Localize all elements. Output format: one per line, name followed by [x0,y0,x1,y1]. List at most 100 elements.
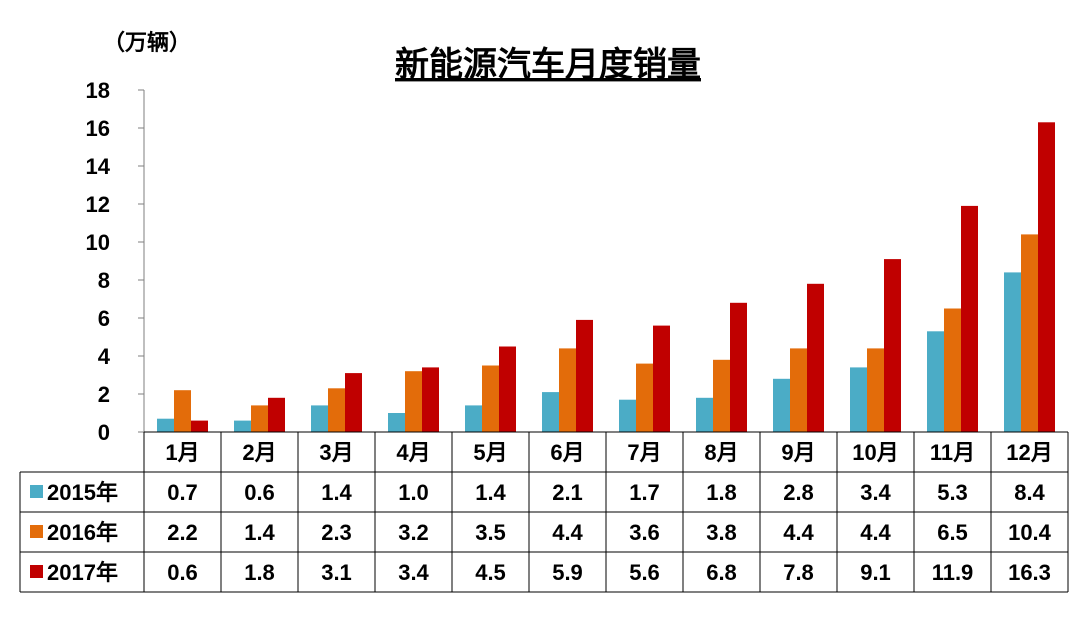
bar-2015年-1月 [157,418,174,432]
data-label: 0.6 [167,560,198,585]
category-label: 10月 [852,440,898,465]
bar-2015年-8月 [696,397,713,432]
data-label: 3.4 [398,560,429,585]
data-label: 1.0 [398,480,429,505]
data-label: 9.1 [860,560,891,585]
data-label: 4.4 [783,520,814,545]
legend-label: 2017年 [47,560,118,585]
y-tick-label: 12 [86,192,110,217]
bar-2016年-10月 [867,348,884,432]
data-label: 3.5 [475,520,506,545]
y-tick-label: 2 [98,382,110,407]
data-label: 4.4 [860,520,891,545]
data-label: 2.1 [552,480,583,505]
data-label: 3.1 [321,560,352,585]
chart-title: 新能源汽车月度销量 [395,46,701,84]
y-tick-label: 4 [98,344,111,369]
data-label: 1.8 [244,560,275,585]
bar-2016年-4月 [405,371,422,432]
data-label: 6.8 [706,560,737,585]
category-label: 3月 [319,440,353,465]
data-label: 5.3 [937,480,968,505]
bar-2016年-3月 [328,388,345,432]
data-label: 0.7 [167,480,198,505]
bar-2016年-5月 [482,365,499,432]
bar-2015年-11月 [927,331,944,432]
bar-2015年-2月 [234,420,251,432]
data-label: 3.6 [629,520,660,545]
bar-2017年-2月 [268,397,285,432]
bar-2016年-1月 [174,390,191,432]
bar-2015年-9月 [773,378,790,432]
category-label: 12月 [1006,440,1052,465]
data-label: 10.4 [1008,520,1052,545]
category-label: 1月 [165,440,199,465]
y-tick-label: 0 [98,420,110,445]
data-label: 3.2 [398,520,429,545]
legend-key-2016年 [30,525,43,538]
bar-2015年-5月 [465,405,482,432]
data-label: 1.4 [475,480,506,505]
legend-key-2017年 [30,565,43,578]
bar-2017年-7月 [653,325,670,432]
bar-2017年-9月 [807,283,824,432]
data-label: 7.8 [783,560,814,585]
data-label: 4.5 [475,560,506,585]
data-table: 1月 2月 3月 4月 5月 6月 7月 8月 9月 10月 11月 12月 2015年 0.7 0.6 1.… [19,431,1069,593]
category-label: 11月 [930,440,975,465]
bar-2017年-6月 [576,319,593,432]
category-label: 9月 [781,440,815,465]
category-label: 2月 [242,440,276,465]
bar-2017年-4月 [422,367,439,432]
data-label: 2.2 [167,520,198,545]
category-label: 4月 [396,440,430,465]
category-label: 7月 [627,440,661,465]
data-label: 8.4 [1014,480,1045,505]
category-label: 6月 [550,440,584,465]
y-tick-label: 8 [98,268,110,293]
data-label: 2.3 [321,520,352,545]
y-tick-label: 18 [86,78,110,103]
data-label: 1.8 [706,480,737,505]
bar-2015年-7月 [619,399,636,432]
bar-2015年-12月 [1004,272,1021,432]
legend-label: 2015年 [47,480,118,505]
category-label: 5月 [473,440,507,465]
data-label: 3.8 [706,520,737,545]
bar-2016年-9月 [790,348,807,432]
bar-2017年-5月 [499,346,516,432]
data-label: 4.4 [552,520,583,545]
bar-2016年-8月 [713,359,730,432]
bar-2017年-11月 [961,205,978,432]
data-label: 5.9 [552,560,583,585]
data-label: 1.4 [321,480,352,505]
bar-2016年-7月 [636,363,653,432]
bar-2016年-6月 [559,348,576,432]
y-unit-label: （万辆） [103,30,191,55]
y-tick-label: 10 [86,230,110,255]
bar-2015年-3月 [311,405,328,432]
axes-group: 0 2 4 6 8 10 12 14 16 18 [86,78,145,445]
data-label: 1.4 [244,520,275,545]
bar-2016年-12月 [1021,234,1038,432]
bar-2016年-2月 [251,405,268,432]
bar-2015年-10月 [850,367,867,432]
bar-2015年-6月 [542,392,559,432]
data-label: 6.5 [937,520,968,545]
bar-2017年-1月 [191,420,208,432]
data-label: 5.6 [629,560,660,585]
legend-key-2015年 [30,485,43,498]
bar-2017年-3月 [345,373,362,432]
legend-label: 2016年 [47,520,118,545]
data-label: 11.9 [932,560,974,585]
data-label: 3.4 [860,480,891,505]
data-label: 2.8 [783,480,814,505]
data-label: 0.6 [244,480,275,505]
bar-2017年-12月 [1038,122,1055,433]
bars-group [157,122,1055,433]
y-tick-label: 14 [86,154,111,179]
bar-2016年-11月 [944,308,961,432]
data-label: 1.7 [629,480,660,505]
data-label: 16.3 [1008,560,1051,585]
